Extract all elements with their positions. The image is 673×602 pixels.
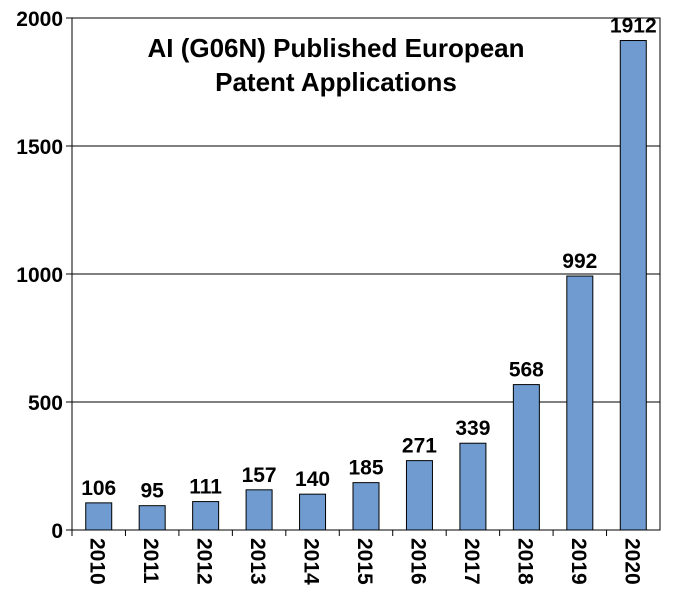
x-tick-label-2018: 2018 [513, 538, 536, 585]
data-label-2014: 140 [295, 468, 330, 491]
bars [85, 40, 647, 531]
x-tick-label-2016: 2016 [406, 538, 429, 585]
data-label-2019: 992 [562, 250, 597, 273]
data-label-2012: 111 [189, 476, 222, 499]
bar-2018 [512, 384, 540, 531]
data-label-2011: 95 [141, 480, 165, 503]
bar-2010 [85, 502, 113, 531]
y-tick-label: 500 [28, 392, 63, 415]
x-tick-label-2012: 2012 [193, 538, 216, 585]
bar-2016 [405, 460, 433, 531]
bar-2020 [619, 40, 647, 531]
data-label-2020: 1912 [610, 15, 657, 38]
x-tick-label-2020: 2020 [620, 538, 643, 585]
x-tick-label-2011: 2011 [139, 538, 162, 584]
data-label-2016: 271 [402, 435, 437, 458]
x-tick-label-2019: 2019 [567, 538, 590, 585]
bar-2015 [352, 482, 380, 531]
chart-title-line-1: AI (G06N) Published European [147, 33, 524, 63]
x-tick-label-2010: 2010 [86, 538, 109, 585]
bar-2013 [245, 489, 273, 531]
plot-frame [71, 17, 661, 531]
data-label-2010: 106 [81, 477, 116, 500]
x-tick-label-2014: 2014 [300, 538, 323, 585]
y-tick-label: 1000 [16, 264, 63, 287]
data-label-2015: 185 [348, 457, 383, 480]
x-tick-label-2017: 2017 [460, 538, 483, 585]
bar-2014 [299, 493, 327, 531]
y-tick-label: 0 [51, 520, 63, 543]
bar-2011 [138, 505, 166, 531]
bar-2012 [192, 501, 220, 531]
y-tick-label: 1500 [16, 136, 63, 159]
labels: 0 500 1000 1500 2000 106 2010 95 2011 111 2012 157 2… [16, 8, 656, 585]
data-label-2017: 339 [455, 417, 490, 440]
bar-2019 [566, 275, 594, 531]
x-tick-label-2015: 2015 [353, 538, 376, 585]
x-tick-label-2013: 2013 [246, 538, 269, 585]
bar-2017 [459, 442, 487, 531]
y-tick-label: 2000 [16, 8, 63, 31]
axes [66, 17, 661, 536]
data-label-2013: 157 [242, 464, 277, 487]
data-label-2018: 568 [509, 359, 544, 382]
chart-title-line-2: Patent Applications [215, 67, 457, 97]
